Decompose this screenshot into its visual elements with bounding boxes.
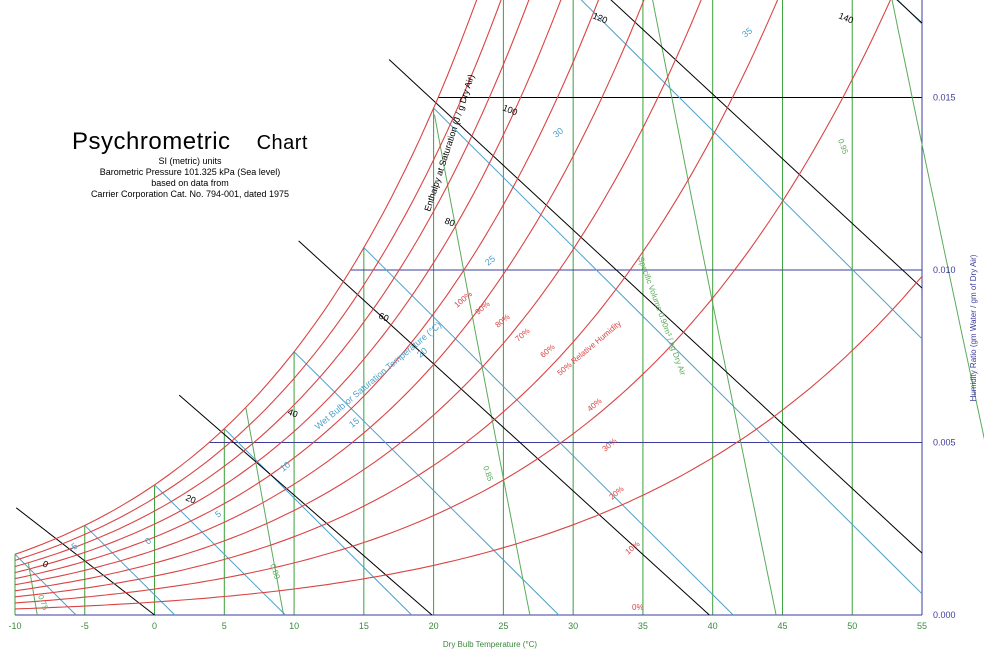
rh-curve-100 xyxy=(14,0,478,555)
wet-bulb-line xyxy=(897,0,923,25)
x-axis-title: Dry Bulb Temperature (°C) xyxy=(443,640,538,649)
rh-curve-90 xyxy=(14,0,502,561)
chart-subtitle-3: based on data from xyxy=(151,178,229,188)
chart-subtitle-4: Carrier Corporation Cat. No. 794-001, da… xyxy=(90,189,290,199)
rh-curve-30 xyxy=(14,0,779,598)
enthalpy-label: 20 xyxy=(184,493,197,506)
x-tick-label: 5 xyxy=(222,621,227,631)
rh-curve-70 xyxy=(14,0,562,574)
enthalpy-label: 120 xyxy=(591,11,609,26)
rh-label: 50% Relative Humidity xyxy=(556,319,623,378)
wet-bulb-line xyxy=(14,553,77,616)
specific-volume-line xyxy=(27,563,38,616)
enthalpy-label: 80 xyxy=(443,216,456,229)
specific-volume-line xyxy=(652,0,777,616)
wet-bulb-line xyxy=(580,0,923,340)
rh-label: 10% xyxy=(624,539,642,556)
specific-volume-label: 0.80 xyxy=(268,563,282,581)
wet-bulb-label: 15 xyxy=(347,416,361,430)
x-tick-label: -10 xyxy=(8,621,21,631)
enthalpy-line xyxy=(610,0,923,289)
wet-bulb-line xyxy=(363,247,734,616)
wet-bulb-label: 20 xyxy=(415,346,429,360)
x-tick-label: 30 xyxy=(568,621,578,631)
specific-volume-line xyxy=(434,114,531,616)
rh-curve-40 xyxy=(14,0,702,592)
y-tick-label: 0.015 xyxy=(933,93,956,103)
wet-bulb-label: 30 xyxy=(551,126,565,140)
y-tick-label: 0.010 xyxy=(933,265,956,275)
chart-title-block: Psychrometric Chart SI (metric) units Bar… xyxy=(40,128,340,200)
chart-title: Psychrometric Chart xyxy=(40,128,340,156)
enthalpy-label: 40 xyxy=(286,407,299,420)
specific-volume-label: 0.75 xyxy=(36,594,50,612)
specific-volume-axis-title: Specific Volume 0.90m³ / kg Dry Air xyxy=(636,256,687,377)
x-tick-label: 50 xyxy=(847,621,857,631)
chart-subtitle-1: SI (metric) units xyxy=(158,156,222,166)
enthalpy-line xyxy=(298,240,710,616)
wet-bulb-line xyxy=(223,428,413,616)
x-tick-label: 35 xyxy=(638,621,648,631)
rh-curve-60 xyxy=(14,0,600,580)
x-tick-label: 10 xyxy=(289,621,299,631)
rh-label: 80% xyxy=(494,312,512,329)
chart-title-word1: Psychrometric xyxy=(72,128,231,155)
chart-title-word2: Chart xyxy=(256,132,308,154)
x-tick-label: 0 xyxy=(152,621,157,631)
rh-curve-80 xyxy=(14,0,530,568)
specific-volume-label: 0.85 xyxy=(481,465,495,483)
x-tick-label: 25 xyxy=(498,621,508,631)
specific-volume-label: 0.95 xyxy=(836,138,850,156)
wet-bulb-line xyxy=(293,351,560,616)
x-tick-label: 45 xyxy=(777,621,787,631)
wet-bulb-label: 5 xyxy=(213,509,223,520)
wet-bulb-label: 0 xyxy=(143,536,153,547)
specific-volume-line xyxy=(891,0,984,440)
enthalpy-line xyxy=(896,0,923,24)
y-tick-label: 0.005 xyxy=(933,438,956,448)
x-tick-label: 15 xyxy=(359,621,369,631)
rh-curve-50 xyxy=(14,0,645,586)
wet-bulb-label: 10 xyxy=(278,460,292,474)
enthalpy-label: 60 xyxy=(377,311,390,324)
x-tick-label: 40 xyxy=(708,621,718,631)
y-axis-title: Humidity Ratio (gm Water / gm of Dry Air… xyxy=(969,254,978,401)
rh-curve-10 xyxy=(14,275,923,610)
wet-bulb-label: 35 xyxy=(740,26,754,40)
wet-bulb-line xyxy=(154,484,286,616)
rh-label: 0% xyxy=(632,603,644,612)
wet-bulb-label: 25 xyxy=(483,254,497,268)
rh-label: 90% xyxy=(474,299,492,316)
rh-label: 60% xyxy=(539,342,557,359)
wet-bulb-line xyxy=(433,107,923,595)
rh-label: 40% xyxy=(586,396,604,413)
x-tick-label: -5 xyxy=(81,621,89,631)
rh-label: 70% xyxy=(514,326,532,343)
enthalpy-label: 100 xyxy=(501,103,519,118)
x-tick-label: 20 xyxy=(429,621,439,631)
enthalpy-label: 0 xyxy=(41,559,49,570)
wet-bulb-line xyxy=(84,525,176,616)
chart-subtitle-2: Barometric Pressure 101.325 kPa (Sea lev… xyxy=(99,167,281,177)
enthalpy-line xyxy=(388,59,923,554)
specific-volume-line xyxy=(245,407,285,616)
x-tick-label: 55 xyxy=(917,621,927,631)
y-tick-label: 0.000 xyxy=(933,610,956,620)
rh-curve-20 xyxy=(14,0,892,604)
rh-label: 30% xyxy=(601,436,619,453)
wet-bulb-label: -5 xyxy=(67,541,79,554)
